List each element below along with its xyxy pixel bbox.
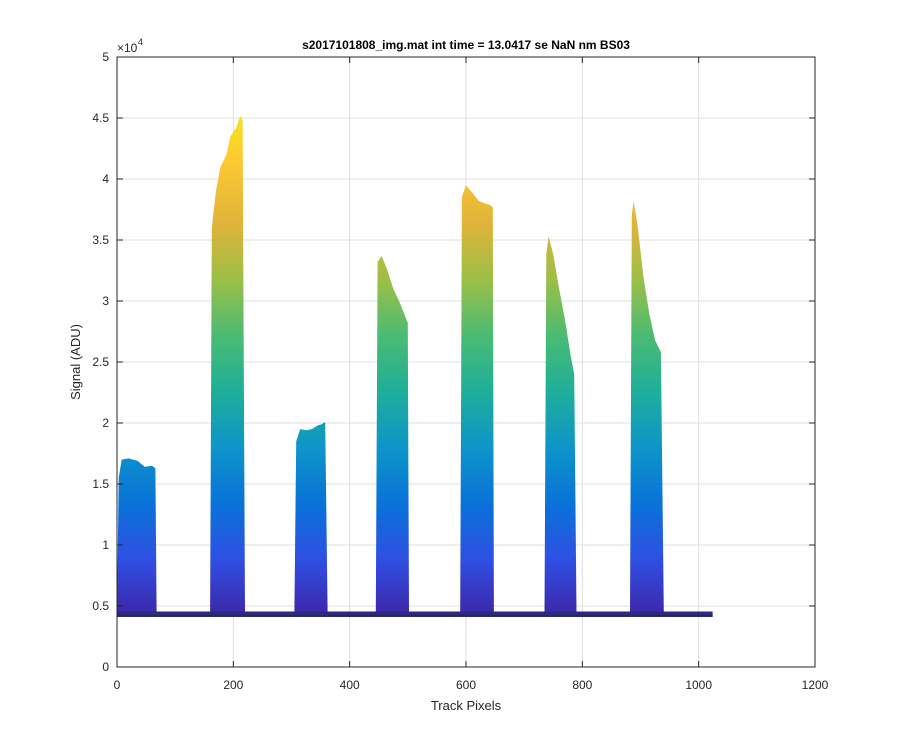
y-tick-label: 0.5 xyxy=(92,599,109,613)
x-tick-label: 800 xyxy=(572,678,592,692)
y-tick-label: 4 xyxy=(102,172,109,186)
y-tick-label: 0 xyxy=(102,660,109,674)
x-tick-label: 1000 xyxy=(685,678,712,692)
signal-peak-1 xyxy=(117,458,157,616)
y-tick-label: 2 xyxy=(102,416,109,430)
signal-peak-2 xyxy=(210,115,245,616)
y-tick-label: 1 xyxy=(102,538,109,552)
signal-peak-4 xyxy=(375,255,409,616)
y-tick-label: 3.5 xyxy=(92,233,109,247)
chart-title: s2017101808_img.mat int time = 13.0417 s… xyxy=(302,38,630,52)
y-exponent-multiplier: ×10 xyxy=(117,41,138,55)
data-layer xyxy=(117,115,713,617)
baseline-band xyxy=(117,611,713,617)
x-axis-label: Track Pixels xyxy=(431,698,502,713)
x-tick-label: 1200 xyxy=(802,678,829,692)
y-tick-label: 1.5 xyxy=(92,477,109,491)
x-tick-label: 200 xyxy=(223,678,243,692)
tick-layer: 0 200 400 600 800 1000 1200 0 0.5 1 1.5 2 2.5 3 3.5 4 4.… xyxy=(92,50,828,692)
signal-peak-6 xyxy=(544,236,577,616)
y-tick-label: 4.5 xyxy=(92,111,109,125)
x-tick-label: 0 xyxy=(114,678,121,692)
x-tick-label: 600 xyxy=(456,678,476,692)
y-tick-label: 5 xyxy=(102,50,109,64)
signal-peak-7 xyxy=(630,201,664,616)
y-tick-label: 2.5 xyxy=(92,355,109,369)
y-tick-label: 3 xyxy=(102,294,109,308)
y-axis-label: Signal (ADU) xyxy=(68,324,83,400)
x-tick-label: 400 xyxy=(340,678,360,692)
signal-peak-5 xyxy=(460,185,494,616)
y-exponent-power: 4 xyxy=(138,37,143,47)
signal-peak-3 xyxy=(294,421,328,616)
